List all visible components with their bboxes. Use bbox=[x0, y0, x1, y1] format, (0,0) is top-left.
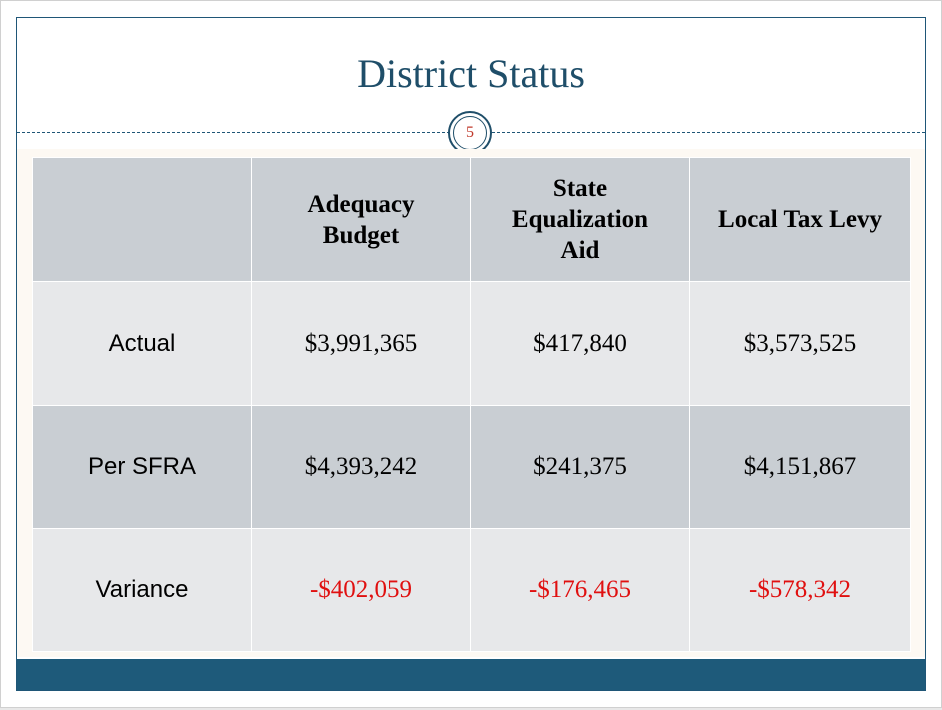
district-status-table: Adequacy Budget State Equalization Aid L… bbox=[32, 157, 911, 652]
cell-state-equalization-aid: -$176,465 bbox=[470, 528, 690, 652]
cell-local-tax-levy: $3,573,525 bbox=[689, 281, 911, 406]
cell-state-equalization-aid: $417,840 bbox=[470, 281, 690, 406]
header-local-tax-levy: Local Tax Levy bbox=[689, 157, 911, 282]
table-row: Per SFRA $4,393,242 $241,375 $4,151,867 bbox=[32, 405, 911, 529]
table-header-row: Adequacy Budget State Equalization Aid L… bbox=[32, 157, 911, 282]
cell-state-equalization-aid: $241,375 bbox=[470, 405, 690, 529]
cell-local-tax-levy: $4,151,867 bbox=[689, 405, 911, 529]
table-row: Variance -$402,059 -$176,465 -$578,342 bbox=[32, 528, 911, 652]
cell-local-tax-levy: -$578,342 bbox=[689, 528, 911, 652]
header-adequacy-budget-text: Adequacy Budget bbox=[307, 190, 415, 249]
row-label: Per SFRA bbox=[32, 405, 252, 529]
cell-adequacy-budget: -$402,059 bbox=[251, 528, 471, 652]
cell-adequacy-budget: $3,991,365 bbox=[251, 281, 471, 406]
slide-number: 5 bbox=[453, 116, 487, 150]
header-local-tax-levy-text: Local Tax Levy bbox=[718, 206, 882, 233]
header-state-equalization-aid-text: State Equalization Aid bbox=[511, 175, 649, 264]
row-label: Actual bbox=[32, 281, 252, 406]
slide-title: District Status bbox=[357, 51, 585, 96]
cell-adequacy-budget: $4,393,242 bbox=[251, 405, 471, 529]
header-state-equalization-aid: State Equalization Aid bbox=[470, 157, 690, 282]
table-row: Actual $3,991,365 $417,840 $3,573,525 bbox=[32, 281, 911, 406]
row-label: Variance bbox=[32, 528, 252, 652]
footer-accent-bar bbox=[17, 659, 925, 690]
header-cell-empty bbox=[32, 157, 252, 282]
header-adequacy-budget: Adequacy Budget bbox=[251, 157, 471, 282]
